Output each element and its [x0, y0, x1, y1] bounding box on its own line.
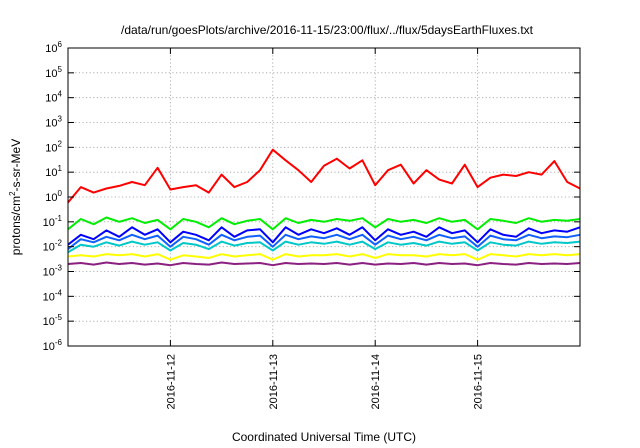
- y-tick-label: 10-6: [43, 338, 63, 353]
- x-tick-label: 2016-11-13: [268, 354, 280, 409]
- series-line-0: [67, 148, 581, 204]
- y-tick-label: 104: [45, 90, 62, 105]
- y-tick-label: 10-5: [43, 313, 63, 328]
- chart-title: /data/run/goesPlots/archive/2016-11-15/2…: [121, 23, 534, 37]
- y-tick-label: 102: [45, 139, 62, 154]
- series-line-4: [67, 240, 581, 254]
- y-tick-label: 103: [45, 115, 62, 130]
- x-tick-label: 2016-11-15: [473, 354, 485, 409]
- series-line-1: [67, 216, 581, 231]
- y-tick-label: 106: [45, 40, 62, 55]
- x-tick-label: 2016-11-12: [165, 354, 177, 409]
- y-axis-label: protons/cm2-s-sr-MeV: [8, 139, 23, 255]
- x-axis-label: Coordinated Universal Time (UTC): [232, 430, 416, 444]
- y-tick-label: 10-4: [43, 288, 63, 303]
- data-series: [67, 148, 581, 267]
- y-tick-label: 100: [45, 189, 62, 204]
- y-tick-label: 10-1: [43, 214, 63, 229]
- y-tick-label: 105: [45, 65, 62, 80]
- series-line-3: [67, 233, 581, 250]
- grid-lines: [68, 48, 580, 346]
- x-axis-ticks: 2016-11-12 2016-11-13 2016-11-14 2016-11-15: [165, 48, 485, 409]
- x-tick-label: 2016-11-14: [370, 354, 382, 409]
- series-line-5: [67, 253, 581, 261]
- series-line-6: [67, 261, 581, 267]
- y-tick-label: 10-3: [43, 264, 63, 279]
- series-line-2: [67, 226, 581, 246]
- y-tick-label: 10-2: [43, 239, 63, 254]
- y-axis-ticks: 10-6 10-5 10-4 10-3 10-2 10-1 100 101 102 103 104 1…: [43, 40, 580, 353]
- y-tick-label: 101: [45, 164, 62, 179]
